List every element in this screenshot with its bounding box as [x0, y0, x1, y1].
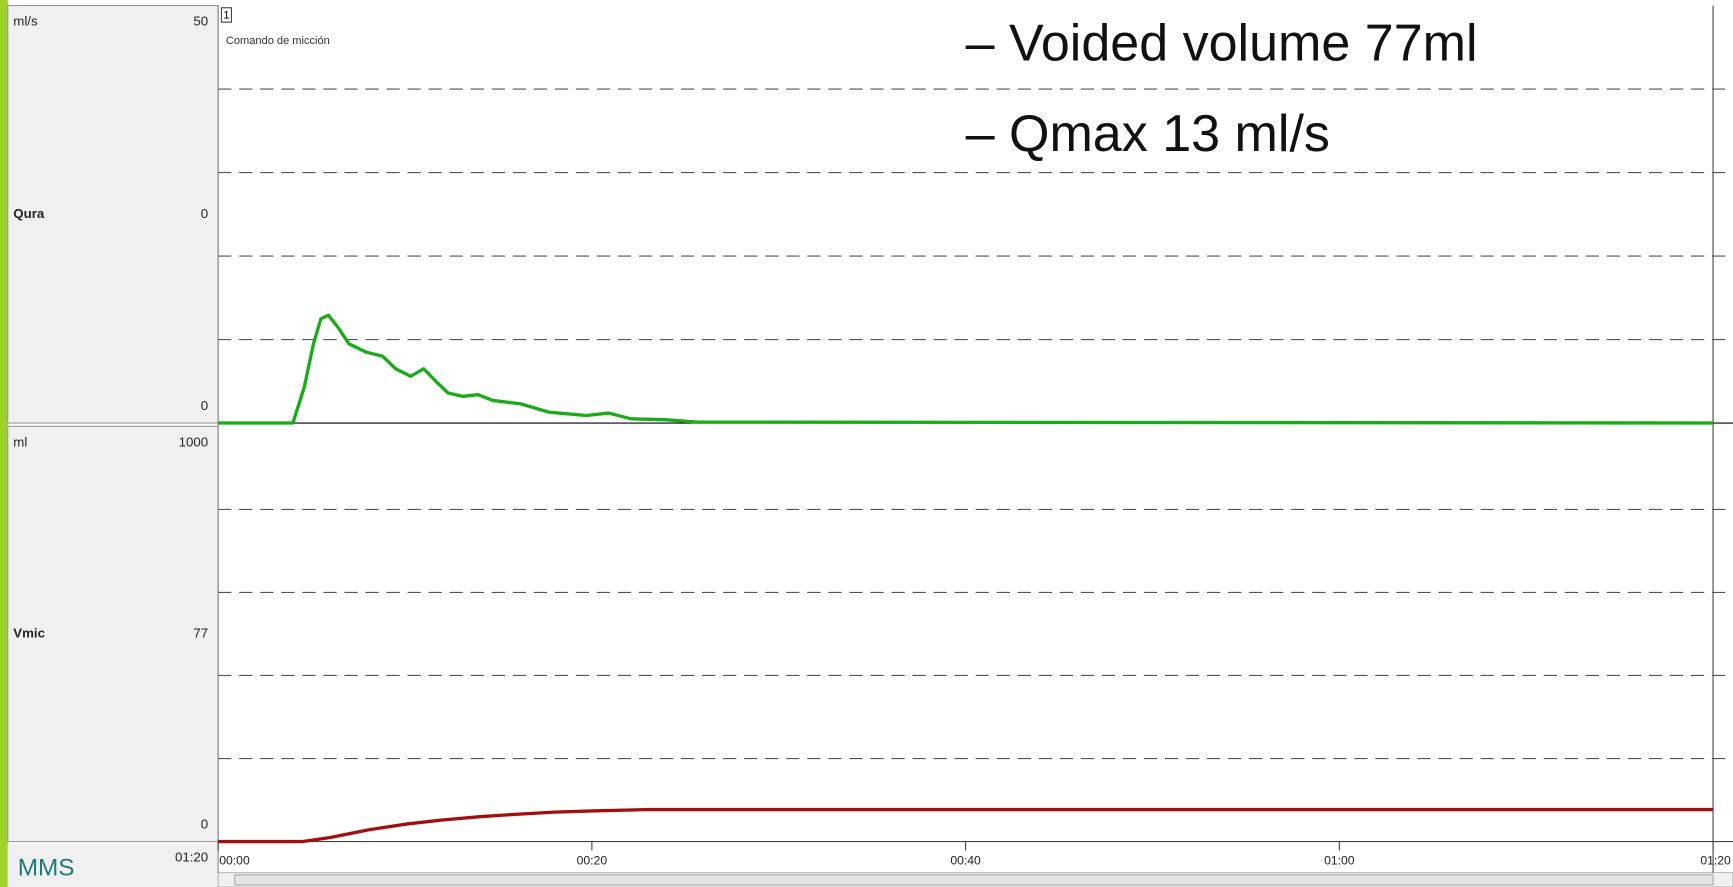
- sidebar-footer: [7, 843, 219, 887]
- sidebar-top: [7, 4, 219, 424]
- event-number: 1: [223, 9, 229, 21]
- y-tick-label: 0: [201, 816, 208, 831]
- window-length: 01:20: [175, 850, 208, 865]
- overlay-line: – Qmax 13 ml/s: [966, 105, 1330, 163]
- event-box: [220, 7, 232, 23]
- unit-label: ml/s: [13, 14, 38, 29]
- logo: MMS: [18, 855, 75, 882]
- event-label: Comando de micción: [226, 35, 330, 47]
- current-value: 0: [201, 206, 208, 221]
- trace: [218, 313, 1714, 425]
- y-tick-label: 1000: [179, 434, 209, 449]
- trace: [218, 807, 1714, 844]
- channel-name: Qura: [13, 206, 45, 221]
- scrollbar-thumb[interactable]: [234, 874, 1714, 886]
- x-tick-label: 01:20: [1700, 854, 1731, 868]
- accent-stripe: [0, 0, 8, 887]
- sidebar-bottom: [7, 425, 219, 843]
- channel-name: Vmic: [13, 625, 45, 640]
- y-tick-label: 0: [201, 398, 208, 413]
- x-tick-label: 01:00: [1324, 854, 1355, 868]
- x-tick-label: 00:40: [950, 854, 981, 868]
- overlay-line: – Voided volume 77ml: [966, 14, 1478, 72]
- unit-label: ml: [13, 434, 27, 449]
- y-tick-label: 50: [193, 14, 208, 29]
- current-value: 77: [193, 625, 208, 640]
- x-tick-label: 00:00: [219, 854, 250, 868]
- x-tick-label: 00:20: [577, 854, 608, 868]
